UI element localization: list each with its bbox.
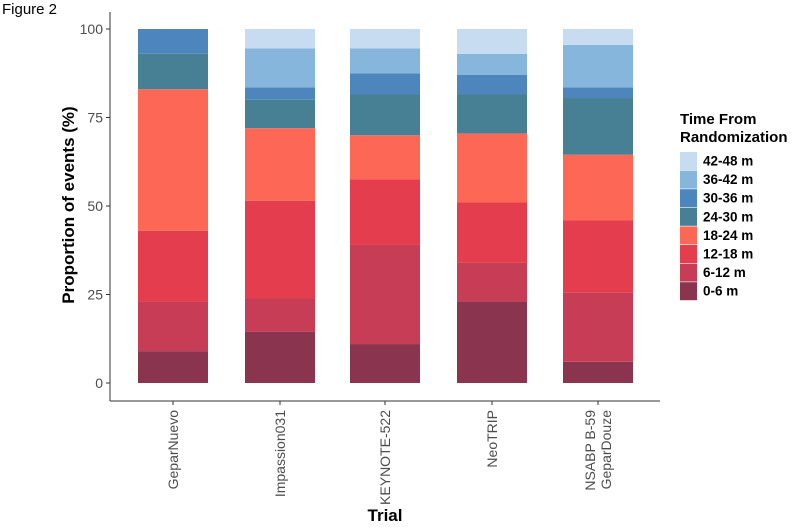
bar-segment-6-12m-4 [563,292,633,362]
bar-segment-0-6m-4 [563,361,633,383]
bar-segment-30-36m-4 [563,87,633,99]
figure-label: Figure 2 [2,1,57,18]
y-axis-title: Proportion of events (%) [59,106,78,303]
bar-segment-24-30m-1 [245,99,315,129]
x-tick-label: NeoTRIP [484,410,500,468]
legend-swatch [680,245,697,263]
bar-segment-6-12m-2 [350,244,420,345]
legend-label: 18-24 m [703,228,753,243]
legend-label: 12-18 m [703,247,753,262]
bar-segment-18-24m-0 [138,89,208,231]
legend-title: Randomization [680,129,788,146]
bar-segment-24-30m-4 [563,98,633,155]
bar-segment-30-36m-1 [245,87,315,100]
x-tick-label: Impassion031 [272,410,288,497]
legend-swatch [680,207,697,226]
bar-segment-30-36m-3 [457,75,527,95]
legend-swatch [680,170,697,189]
legend-label: 24-30 m [703,209,753,224]
bar-segment-42-48m-3 [457,29,527,54]
legend-swatch [680,152,697,170]
plot-area [138,29,633,383]
bar-segment-0-6m-0 [138,351,208,383]
legend-swatch [680,226,697,245]
legend-swatch [680,189,697,208]
legend-title: Time From [680,111,756,128]
bar-segment-0-6m-3 [457,301,527,383]
bar-segment-12-18m-2 [350,179,420,245]
legend-label: 42-48 m [703,154,753,169]
x-axis-title: Trial [368,506,403,525]
bar-segment-24-30m-2 [350,94,420,136]
bar-segment-30-36m-2 [350,73,420,95]
x-tick-label: KEYNOTE-522 [377,410,393,505]
bar-segment-12-18m-3 [457,202,527,263]
bar-segment-24-30m-3 [457,94,527,134]
legend-label: 0-6 m [703,284,738,299]
bar-segment-0-6m-2 [350,344,420,383]
bar-segment-0-6m-1 [245,331,315,383]
legend-label: 6-12 m [703,265,746,280]
y-tick-label: 50 [87,198,103,214]
bar-segment-42-48m-4 [563,29,633,45]
legend-label: 36-42 m [703,172,753,187]
bar-segment-12-18m-0 [138,230,208,302]
bar-segment-18-24m-4 [563,154,633,221]
bar-segment-12-18m-1 [245,200,315,299]
y-tick-label: 75 [87,110,103,126]
bar-segment-12-18m-4 [563,220,633,293]
bar-segment-36-42m-1 [245,48,315,88]
bar-segment-36-42m-4 [563,44,633,88]
bar-segment-6-12m-0 [138,301,208,352]
bar-segment-18-24m-3 [457,133,527,203]
bar-segment-6-12m-3 [457,262,527,302]
bar-segment-18-24m-2 [350,135,420,180]
x-tick-label: NSABP B-59 [582,410,598,491]
legend-swatch [680,282,697,301]
bar-segment-36-42m-3 [457,53,527,76]
y-tick-label: 25 [87,287,103,303]
y-axis: 0 25 50 75 100 [80,12,111,401]
x-tick-label: GeparNuevo [165,410,181,490]
bar-segment-18-24m-1 [245,128,315,201]
legend-label: 30-36 m [703,191,753,206]
bar-segment-42-48m-2 [350,29,420,49]
legend-swatch [680,263,697,282]
bar-segment-42-48m-1 [245,29,315,49]
x-tick-label: GeparDouze [598,410,614,490]
bar-segment-30-36m-0 [138,29,208,54]
x-axis: GeparNuevo Impassion031 KEYNOTE-522 NeoTRIP… [110,400,660,505]
bar-segment-24-30m-0 [138,53,208,90]
bar-segment-36-42m-2 [350,48,420,74]
y-tick-label: 0 [95,375,103,391]
y-tick-label: 100 [80,21,104,37]
bar-segment-6-12m-1 [245,298,315,332]
